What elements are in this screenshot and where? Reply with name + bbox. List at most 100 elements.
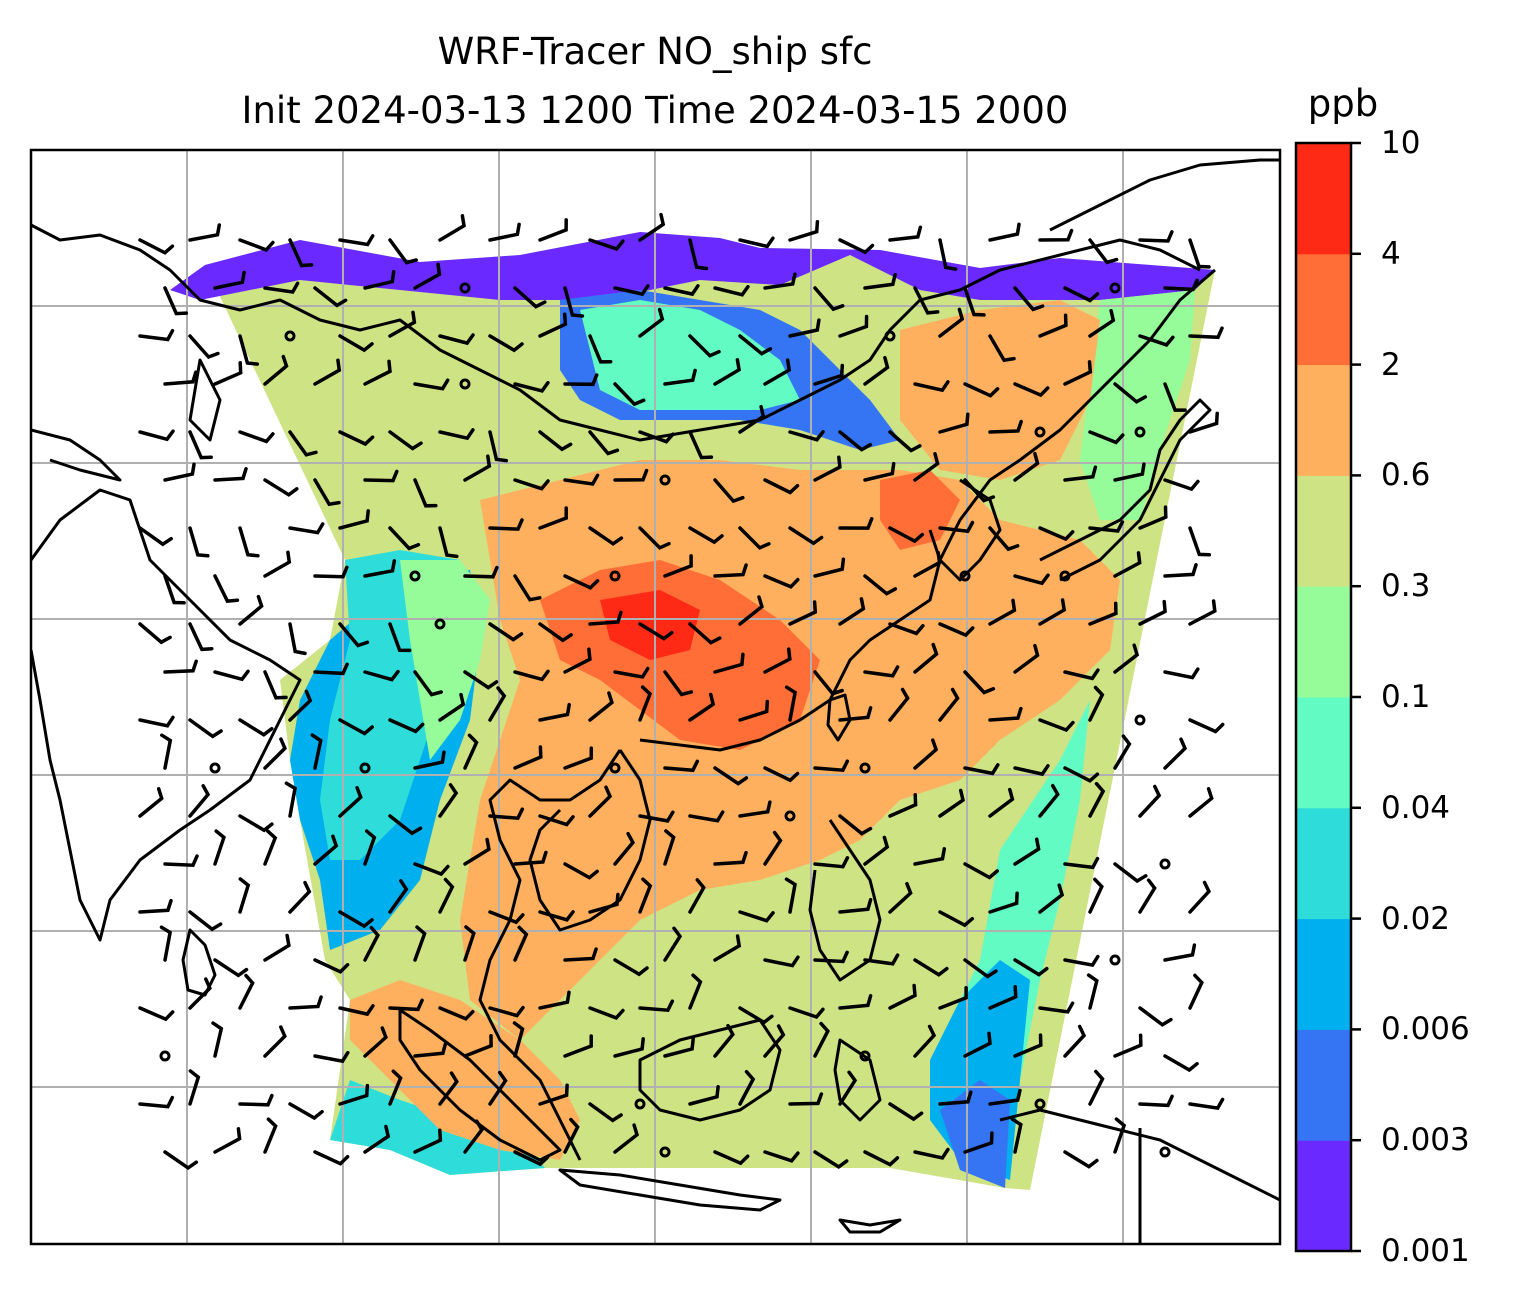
wind-barb	[188, 430, 213, 460]
field-east-purple	[940, 1080, 1010, 1188]
wind-barb	[1063, 954, 1100, 968]
wind-barb	[213, 270, 246, 290]
wind-barb	[638, 307, 665, 338]
wind-barb	[138, 429, 175, 442]
wind-barb	[238, 814, 274, 833]
wind-barb	[838, 706, 873, 722]
wind-barb	[788, 430, 825, 442]
wind-barb	[513, 925, 529, 962]
wind-barb	[588, 892, 620, 914]
wind-barb	[1063, 856, 1100, 870]
wind-barb	[963, 670, 996, 695]
wind-barb	[263, 933, 291, 962]
wind-barb	[288, 689, 313, 722]
calm-wind-marker	[609, 570, 621, 582]
calm-wind-marker	[1159, 1146, 1171, 1158]
wind-barb	[863, 665, 900, 678]
wind-barb	[138, 622, 172, 645]
wind-barb	[963, 478, 996, 503]
wind-barb	[963, 958, 998, 979]
coastline-taiwan	[826, 693, 852, 742]
wind-barb	[738, 910, 775, 923]
wind-barb	[163, 574, 186, 605]
wind-barb	[413, 925, 427, 962]
wind-barb	[638, 810, 675, 823]
wind-barb	[563, 647, 592, 674]
wind-barb	[1113, 1117, 1127, 1154]
wind-barb	[313, 662, 349, 676]
wind-barb	[1086, 973, 1099, 1010]
wind-barb	[913, 452, 940, 482]
wind-barb	[313, 1150, 350, 1166]
colorbar-segment	[1296, 364, 1351, 476]
colorbar-segment	[1296, 697, 1351, 809]
wind-barb	[863, 461, 896, 482]
wind-barb	[838, 314, 869, 338]
wind-barb	[638, 430, 675, 444]
colorbar-tick-label: 10	[1381, 125, 1421, 161]
wind-barb	[313, 565, 349, 579]
calm-wind-marker	[284, 330, 296, 342]
wind-barb	[613, 284, 650, 297]
wind-barb	[513, 574, 542, 602]
wind-barb	[963, 382, 1000, 398]
wind-barb	[388, 1069, 403, 1106]
wind-barb	[263, 550, 292, 578]
wind-barb	[888, 526, 925, 544]
coastline-caspian	[188, 358, 222, 442]
wind-barb	[938, 307, 965, 338]
wind-barb	[588, 526, 624, 546]
wind-barb	[338, 1004, 375, 1017]
wind-barb	[438, 333, 475, 346]
wind-barb	[638, 877, 653, 914]
wind-barb	[838, 897, 873, 914]
map-frame	[29, 148, 1282, 1246]
wind-barb	[413, 670, 443, 697]
wind-barb	[288, 430, 318, 457]
wind-barb	[863, 574, 898, 596]
wind-barb	[288, 1102, 324, 1121]
wind-barb	[588, 785, 613, 818]
wind-barb	[1188, 787, 1214, 818]
calm-wind-marker	[459, 282, 471, 294]
calm-wind-marker	[1034, 1098, 1046, 1110]
colorbar-segment	[1296, 918, 1351, 1030]
colorbar-segment	[1296, 143, 1351, 255]
wind-barb	[613, 958, 649, 977]
wind-barb	[563, 286, 585, 318]
wind-barb	[363, 1026, 388, 1058]
wind-barb	[288, 522, 325, 535]
wind-barb	[1163, 667, 1200, 680]
wind-barb	[1038, 783, 1060, 818]
wind-barb	[888, 430, 922, 453]
wind-barb	[938, 622, 975, 638]
wind-barb	[863, 835, 890, 866]
wind-barb	[213, 669, 250, 682]
calm-wind-marker	[959, 570, 971, 582]
colorbar-segment	[1296, 1140, 1351, 1252]
wind-barb	[813, 950, 849, 964]
wind-barb	[338, 509, 370, 530]
wind-barb	[888, 1102, 924, 1122]
wind-barb	[938, 238, 958, 271]
wind-barb	[188, 977, 212, 1010]
wind-barb	[763, 478, 800, 495]
wind-barb	[763, 830, 783, 866]
wind-barb	[238, 526, 260, 558]
wind-barb	[1138, 230, 1174, 243]
wind-barb	[238, 973, 255, 1010]
wind-barb	[413, 1041, 448, 1058]
wind-barb	[784, 685, 798, 722]
wind-barb	[213, 467, 248, 482]
wind-barb	[663, 759, 700, 773]
wind-barb	[238, 877, 251, 914]
wind-barb	[213, 361, 243, 386]
wind-barb	[663, 829, 676, 866]
calm-wind-marker	[459, 378, 471, 390]
wind-barb	[188, 784, 211, 818]
wind-barb	[688, 334, 721, 358]
wind-barb	[638, 212, 666, 242]
wind-barb	[413, 1128, 443, 1154]
wind-barb	[1088, 520, 1125, 533]
wind-barb	[538, 218, 568, 242]
